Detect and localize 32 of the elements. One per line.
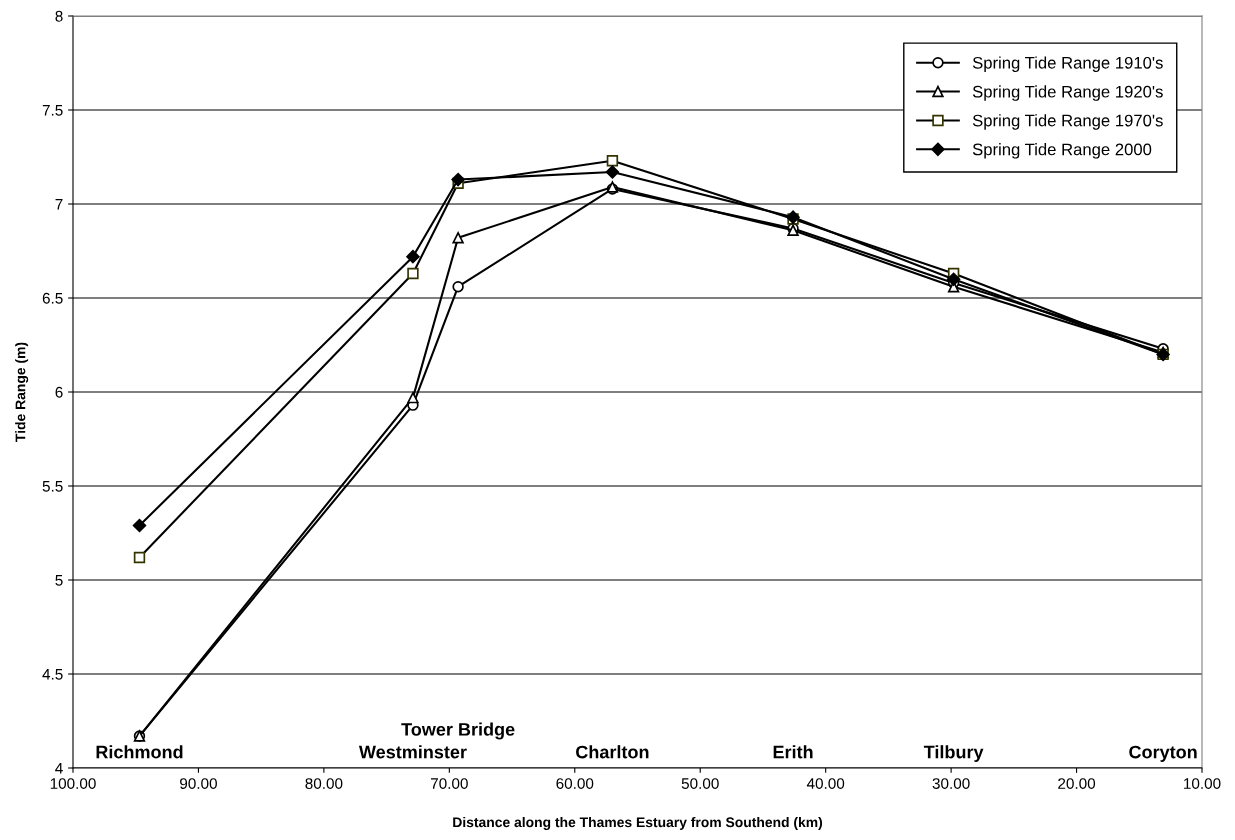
x-axis-title: Distance along the Thames Estuary from Southend (km)	[453, 816, 823, 830]
y-tick-label: 7.5	[42, 105, 63, 116]
x-tick-label: 40.00	[806, 778, 845, 789]
y-axis-title: Tide Range (m)	[15, 342, 29, 442]
y-tick-label: 7	[55, 199, 63, 210]
annotation: Richmond	[96, 745, 183, 759]
y-tick-label: 5	[55, 575, 63, 586]
x-tick-label: 70.00	[431, 778, 468, 789]
y-tick-label: 8	[55, 10, 63, 22]
annotation: Erith	[773, 745, 813, 759]
annotation: Tower Bridge	[401, 722, 515, 740]
y-tick-label: 4.5	[42, 669, 63, 680]
x-tick-label: 100.00	[50, 778, 96, 789]
y-tick-label: 6	[55, 386, 63, 398]
x-tick-label: 90.00	[180, 778, 217, 789]
x-tick-label: 10.00	[1184, 778, 1221, 789]
legend-label: Spring Tide Range 1920's	[972, 85, 1163, 101]
x-tick-label: 80.00	[305, 778, 343, 789]
x-tick-label: 60.00	[556, 778, 594, 789]
y-tick-label: 4	[55, 763, 63, 774]
annotation: Charlton	[576, 745, 649, 759]
x-tick-label: 20.00	[1058, 778, 1096, 789]
y-tick-label: 5.5	[42, 481, 63, 492]
legend-label: Spring Tide Range 1910's	[972, 56, 1163, 72]
annotation: Tilbury	[923, 745, 984, 762]
x-tick-label: 30.00	[932, 778, 970, 789]
annotation: Westminster	[358, 745, 467, 759]
legend-label: Spring Tide Range 1970's	[972, 114, 1163, 130]
annotation: Coryton	[1129, 745, 1197, 762]
x-tick-label: 50.00	[681, 778, 719, 789]
y-tick-label: 6.5	[42, 292, 63, 304]
legend-label: Spring Tide Range 2000	[972, 143, 1152, 159]
